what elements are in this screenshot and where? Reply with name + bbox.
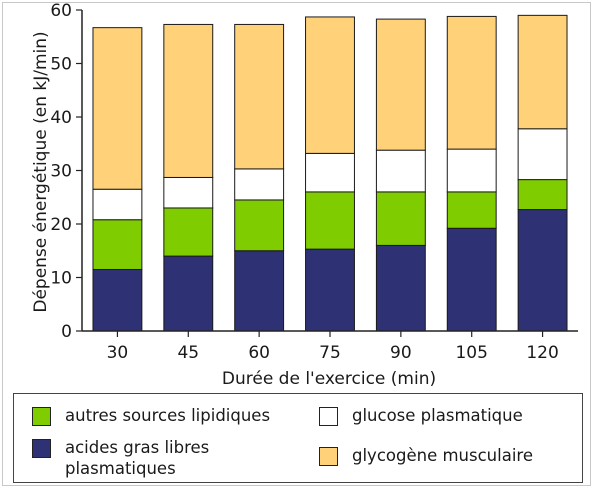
x-ticks-group: 30 45 60 75 90 105 120 — [107, 331, 559, 363]
bar-segment-105-series-1 — [446, 191, 497, 229]
bar-segment-105-series-3 — [446, 15, 497, 150]
x-tick-label: 30 — [107, 343, 129, 363]
x-tick-label: 90 — [390, 343, 412, 363]
legend-label: glucose plasmatique — [352, 405, 523, 426]
bar-segment-60-series-0 — [234, 250, 285, 332]
bar-segment-75-series-2 — [305, 152, 355, 193]
legend-label-line: autres sources lipidiques — [65, 406, 271, 425]
legend-label: autres sources lipidiques — [65, 405, 270, 426]
legend-label-line: glycogène musculaire — [352, 446, 533, 465]
legend-label-line: acides gras libres — [65, 438, 210, 457]
bar-segment-120-series-3 — [517, 14, 568, 130]
bar-segment-30-series-0 — [92, 268, 143, 332]
x-tick-label: 60 — [248, 343, 270, 363]
bar-segment-60-series-2 — [234, 168, 285, 201]
bar-segment-30-series-1 — [92, 219, 143, 270]
y-tick-label: 20 — [50, 215, 72, 235]
legend-label-line: plasmatiques — [65, 459, 176, 478]
y-tick-label: 10 — [50, 269, 72, 289]
bar-segment-30-series-3 — [92, 27, 143, 190]
bars-group — [92, 14, 568, 332]
bar-segment-90-series-3 — [375, 18, 426, 151]
bar-segment-75-series-3 — [305, 16, 355, 154]
y-tick-label: 0 — [61, 322, 72, 342]
x-tick-label: 120 — [526, 343, 558, 363]
bar-segment-45-series-0 — [163, 255, 214, 332]
y-axis-title: Dépense énergétique (en kJ/min) — [31, 31, 51, 312]
bar-segment-45-series-2 — [163, 176, 214, 209]
legend: autres sources lipidiques glucose plasma… — [13, 393, 583, 483]
bar-segment-60-series-1 — [234, 199, 285, 252]
y-tick-label: 30 — [50, 162, 72, 182]
x-tick-label: 105 — [455, 343, 487, 363]
y-ticks-group: 0 10 20 30 40 50 60 — [50, 1, 82, 342]
legend-label: glycogène musculaire — [352, 445, 533, 466]
legend-item-acides-gras-libres-plasmatiques: acides gras libres plasmatiques — [32, 437, 209, 479]
legend-label: acides gras libres plasmatiques — [65, 437, 209, 479]
bar-segment-30-series-2 — [92, 188, 143, 221]
bar-segment-90-series-0 — [375, 244, 426, 332]
legend-item-autres-sources-lipidiques: autres sources lipidiques — [32, 405, 270, 426]
legend-swatch — [32, 439, 51, 458]
y-tick-label: 50 — [50, 55, 72, 75]
bar-segment-120-series-0 — [517, 209, 568, 332]
legend-label-line: glucose plasmatique — [352, 406, 523, 425]
legend-item-glycogene-musculaire: glycogène musculaire — [319, 445, 533, 466]
bar-segment-60-series-3 — [234, 23, 285, 170]
x-axis-title: Durée de l'exercice (min) — [222, 369, 436, 389]
legend-swatch — [32, 407, 51, 426]
bar-segment-75-series-0 — [305, 248, 355, 332]
x-tick-label: 75 — [319, 343, 341, 363]
bar-segment-105-series-2 — [446, 148, 497, 193]
legend-item-glucose-plasmatique: glucose plasmatique — [319, 405, 523, 426]
stacked-bar-chart: 0 10 20 30 40 50 60 30 45 60 75 90 105 120 Dépense é… — [31, 1, 578, 389]
bar-segment-90-series-1 — [375, 191, 426, 246]
legend-swatch — [319, 407, 338, 426]
x-tick-label: 45 — [177, 343, 199, 363]
y-tick-label: 40 — [50, 108, 72, 128]
bar-segment-45-series-3 — [163, 23, 214, 178]
bar-segment-90-series-2 — [375, 149, 426, 193]
y-tick-label: 60 — [50, 1, 72, 21]
bar-segment-105-series-0 — [446, 227, 497, 332]
bar-segment-120-series-1 — [517, 179, 568, 211]
bar-segment-120-series-2 — [517, 128, 568, 181]
legend-swatch — [319, 447, 338, 466]
bar-segment-75-series-1 — [305, 191, 355, 250]
bar-segment-45-series-1 — [163, 207, 214, 257]
